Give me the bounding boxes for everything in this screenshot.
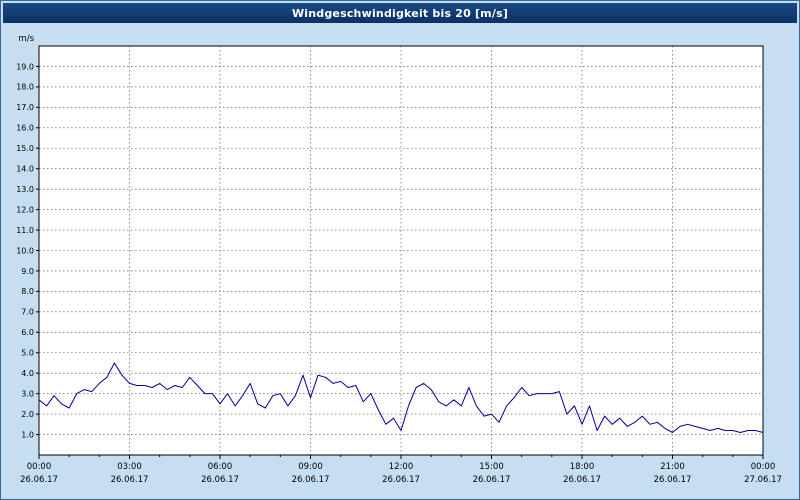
x-tick-date: 26.06.17 <box>20 475 58 485</box>
axis-ticks <box>36 65 764 459</box>
y-tick-label: 3.0 <box>21 389 34 398</box>
wind-speed-chart: 1.0 2.0 3.0 4.0 5.0 6.0 7.0 8.0 9.0 10.0 11.0 12.0 1… <box>3 23 797 499</box>
y-tick-label: 18.0 <box>16 83 34 92</box>
y-tick-label: 1.0 <box>21 430 34 439</box>
axis-labels: 1.0 2.0 3.0 4.0 5.0 6.0 7.0 8.0 9.0 10.0 11.0 12.0 1… <box>16 34 782 485</box>
y-tick-label: 5.0 <box>21 349 34 358</box>
x-tick-date: 26.06.17 <box>201 475 239 485</box>
y-tick-label: 9.0 <box>21 267 34 276</box>
y-tick-label: 16.0 <box>16 124 34 133</box>
x-tick-date: 26.06.17 <box>382 475 420 485</box>
x-tick-time: 00:00 <box>27 462 52 472</box>
y-tick-label: 19.0 <box>16 62 34 71</box>
x-tick-time: 15:00 <box>479 462 504 472</box>
chart-title-bar: Windgeschwindigkeit bis 20 [m/s] <box>3 3 797 23</box>
x-tick-time: 18:00 <box>570 462 595 472</box>
x-tick-date: 26.06.17 <box>654 475 692 485</box>
x-tick-date: 26.06.17 <box>563 475 601 485</box>
x-tick-date: 26.06.17 <box>292 475 330 485</box>
x-tick-time: 00:00 <box>751 462 776 472</box>
y-tick-label: 12.0 <box>16 205 34 214</box>
wind-speed-line <box>38 362 764 433</box>
y-axis-unit: m/s <box>18 34 34 44</box>
x-tick-date: 27.06.17 <box>744 475 782 485</box>
y-tick-label: 15.0 <box>16 144 34 153</box>
x-tick-time: 03:00 <box>117 462 142 472</box>
x-tick-time: 06:00 <box>208 462 233 472</box>
y-tick-label: 8.0 <box>21 287 34 296</box>
x-tick-time: 12:00 <box>389 462 414 472</box>
y-tick-label: 6.0 <box>21 328 34 337</box>
y-tick-label: 2.0 <box>21 410 34 419</box>
x-tick-time: 09:00 <box>298 462 323 472</box>
y-tick-label: 10.0 <box>16 246 34 255</box>
y-tick-label: 7.0 <box>21 308 34 317</box>
gridlines <box>39 46 763 455</box>
y-tick-label: 14.0 <box>16 165 34 174</box>
chart-canvas: 1.0 2.0 3.0 4.0 5.0 6.0 7.0 8.0 9.0 10.0 11.0 12.0 1… <box>16 34 782 485</box>
y-tick-label: 17.0 <box>16 103 34 112</box>
y-tick-label: 4.0 <box>21 369 34 378</box>
y-tick-label: 13.0 <box>16 185 34 194</box>
x-tick-date: 26.06.17 <box>473 475 511 485</box>
chart-title: Windgeschwindigkeit bis 20 [m/s] <box>291 6 509 20</box>
y-tick-label: 11.0 <box>16 226 34 235</box>
x-tick-date: 26.06.17 <box>111 475 149 485</box>
x-tick-time: 21:00 <box>660 462 685 472</box>
